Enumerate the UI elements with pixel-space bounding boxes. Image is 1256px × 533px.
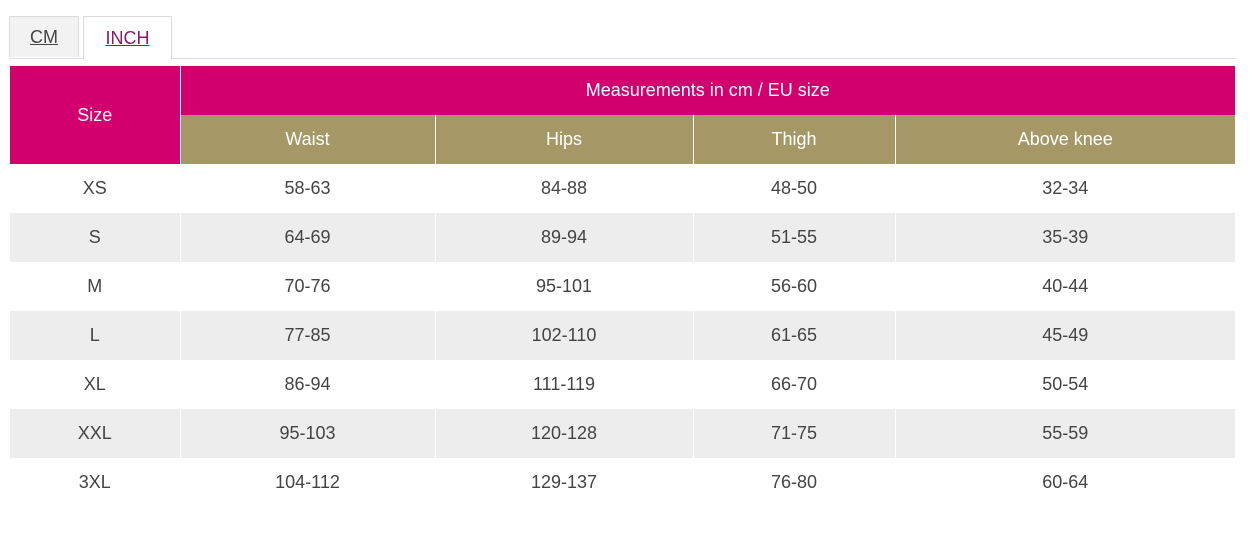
cell-waist: 104-112 — [180, 458, 436, 507]
cell-above-knee: 60-64 — [895, 458, 1236, 507]
cell-hips: 120-128 — [435, 409, 694, 458]
cell-hips: 102-110 — [435, 311, 694, 360]
cell-above-knee: 40-44 — [895, 262, 1236, 311]
cell-size: M — [10, 262, 181, 311]
header-measurements: Measurements in cm / EU size — [180, 66, 1236, 115]
cell-hips: 95-101 — [435, 262, 694, 311]
cell-waist: 70-76 — [180, 262, 436, 311]
tab-inch[interactable]: INCH — [83, 16, 172, 59]
table-row: S 64-69 89-94 51-55 35-39 — [10, 213, 1236, 262]
unit-tabs: CM INCH — [9, 16, 1235, 59]
cell-thigh: 76-80 — [693, 458, 896, 507]
cell-hips: 111-119 — [435, 360, 694, 409]
cell-size: XL — [10, 360, 181, 409]
cell-above-knee: 55-59 — [895, 409, 1236, 458]
header-above-knee: Above knee — [895, 115, 1236, 164]
cell-thigh: 56-60 — [693, 262, 896, 311]
cell-size: 3XL — [10, 458, 181, 507]
cell-hips: 89-94 — [435, 213, 694, 262]
tab-cm[interactable]: CM — [9, 16, 79, 57]
table-header-row: Size Measurements in cm / EU size — [10, 66, 1236, 164]
table-row: XS 58-63 84-88 48-50 32-34 — [10, 164, 1236, 213]
header-waist: Waist — [180, 115, 436, 164]
cell-waist: 58-63 — [180, 164, 436, 213]
table-subheader-row: Waist Hips Thigh Above knee — [10, 115, 1236, 164]
cell-above-knee: 50-54 — [895, 360, 1236, 409]
table-row: M 70-76 95-101 56-60 40-44 — [10, 262, 1236, 311]
cell-waist: 86-94 — [180, 360, 436, 409]
cell-above-knee: 35-39 — [895, 213, 1236, 262]
cell-above-knee: 32-34 — [895, 164, 1236, 213]
cell-waist: 95-103 — [180, 409, 436, 458]
cell-above-knee: 45-49 — [895, 311, 1236, 360]
cell-thigh: 61-65 — [693, 311, 896, 360]
cell-thigh: 51-55 — [693, 213, 896, 262]
table-row: XL 86-94 111-119 66-70 50-54 — [10, 360, 1236, 409]
table-row: 3XL 104-112 129-137 76-80 60-64 — [10, 458, 1236, 507]
cell-thigh: 48-50 — [693, 164, 896, 213]
cell-waist: 64-69 — [180, 213, 436, 262]
cell-waist: 77-85 — [180, 311, 436, 360]
header-size: Size — [10, 66, 181, 164]
table-row: XXL 95-103 120-128 71-75 55-59 — [10, 409, 1236, 458]
header-thigh: Thigh — [693, 115, 896, 164]
cell-thigh: 66-70 — [693, 360, 896, 409]
header-hips: Hips — [435, 115, 694, 164]
cell-size: XS — [10, 164, 181, 213]
size-chart-table: Size Measurements in cm / EU size Waist … — [10, 66, 1236, 507]
cell-thigh: 71-75 — [693, 409, 896, 458]
cell-size: L — [10, 311, 181, 360]
cell-size: XXL — [10, 409, 181, 458]
cell-hips: 129-137 — [435, 458, 694, 507]
cell-size: S — [10, 213, 181, 262]
table-row: L 77-85 102-110 61-65 45-49 — [10, 311, 1236, 360]
cell-hips: 84-88 — [435, 164, 694, 213]
